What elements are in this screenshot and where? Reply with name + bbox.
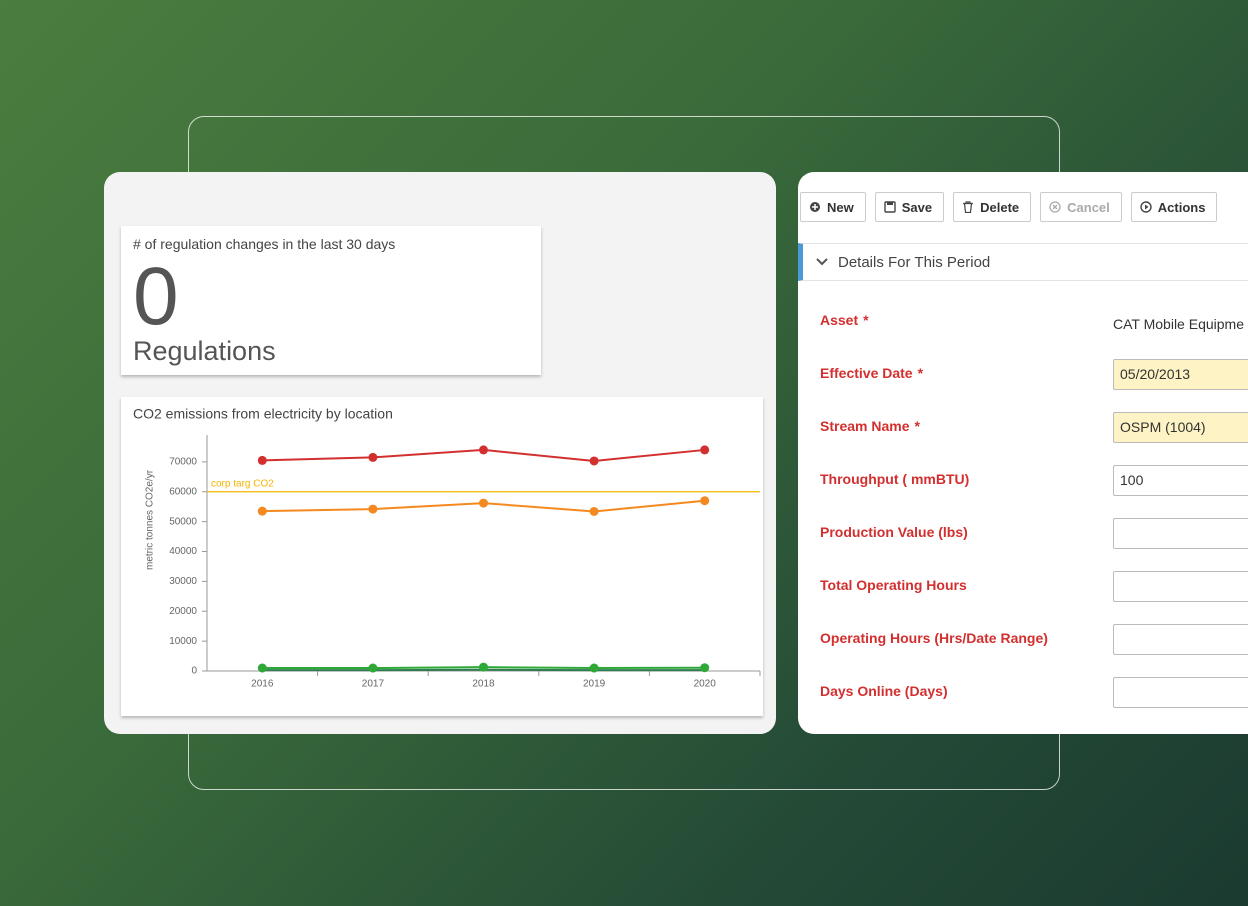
y-tick-label: 30000 (169, 576, 197, 587)
field-label: Days Online (Days) (820, 683, 948, 699)
field-input[interactable]: 05/20/2013 (1113, 359, 1248, 390)
data-point (589, 506, 599, 516)
data-point (700, 445, 710, 455)
y-tick-label: 50000 (169, 516, 197, 527)
chart: CO2 emissions from electricity by locati… (133, 406, 761, 690)
x-tick-label: 2017 (362, 679, 385, 690)
data-point (700, 663, 710, 673)
field-label: Production Value (lbs) (820, 524, 968, 540)
data-point (479, 498, 488, 508)
data-point (589, 663, 599, 673)
y-tick-label: 70000 (169, 457, 197, 468)
regulation-widget: # of regulation changes in the last 30 d… (121, 226, 541, 375)
form-row: Asset * CAT Mobile Equipme (820, 312, 1248, 344)
button-label: Delete (980, 199, 1020, 215)
x-tick-label: 2016 (251, 679, 274, 690)
label-text: Production Value (lbs) (820, 524, 968, 540)
button-icon (1049, 201, 1061, 213)
label-text: Asset (820, 312, 859, 328)
data-point (257, 506, 267, 516)
form-row: Effective Date * 05/20/2013 (820, 359, 1248, 397)
required-marker: * (863, 312, 869, 328)
regulation-unit: Regulations (133, 336, 276, 366)
data-point (368, 452, 378, 462)
chart-widget: CO2 emissions from electricity by locati… (121, 397, 763, 716)
field-label: Effective Date * (820, 365, 923, 381)
chevron-icon (816, 258, 828, 266)
reference-label: corp targ CO2 (211, 478, 274, 489)
field-value: CAT Mobile Equipme (1113, 316, 1244, 332)
data-point (368, 663, 378, 673)
field-input[interactable]: 100 (1113, 465, 1248, 496)
data-point (700, 496, 710, 506)
label-text: Effective Date (820, 365, 913, 381)
form-row: Days Online (Days) (820, 677, 1248, 715)
label-text: Operating Hours (Hrs/Date Range) (820, 630, 1048, 646)
x-tick-label: 2019 (583, 679, 606, 690)
field-input[interactable] (1113, 624, 1248, 655)
data-point (479, 662, 488, 672)
chart-title: CO2 emissions from electricity by locati… (133, 406, 393, 422)
button-label: New (827, 199, 854, 215)
x-tick-label: 2020 (694, 679, 717, 690)
y-tick-label: 40000 (169, 546, 197, 557)
field-input[interactable] (1113, 677, 1248, 708)
form-row: Stream Name * OSPM (1004) (820, 412, 1248, 450)
data-point (257, 455, 267, 465)
y-tick-label: 0 (191, 666, 197, 677)
data-point (589, 456, 599, 466)
button-icon (810, 202, 820, 212)
toolbar-button[interactable]: Save (874, 192, 945, 222)
button-label: Cancel (1067, 199, 1110, 215)
form-row: Operating Hours (Hrs/Date Range) (820, 624, 1248, 662)
toolbar-button: Cancel (1040, 192, 1122, 222)
x-tick-label: 2018 (472, 679, 495, 690)
field-label: Total Operating Hours (820, 577, 967, 593)
field-input[interactable] (1113, 518, 1248, 549)
input-value: 100 (1120, 472, 1144, 488)
input-value: 05/20/2013 (1120, 366, 1191, 382)
required-marker: * (917, 365, 924, 381)
input-value: OSPM (1004) (1120, 419, 1206, 435)
section-header[interactable]: Details For This Period (798, 243, 1248, 281)
data-point (257, 663, 267, 673)
field-input[interactable] (1113, 571, 1248, 602)
field-input[interactable]: OSPM (1004) (1113, 412, 1248, 443)
y-tick-label: 10000 (169, 636, 197, 647)
dashboard-card: # of regulation changes in the last 30 d… (104, 172, 776, 734)
y-tick-label: 20000 (169, 606, 197, 617)
y-axis-label: metric tonnes CO2e/yr (145, 469, 156, 570)
button-icon (884, 201, 896, 213)
button-icon (963, 201, 974, 213)
regulation-count: 0 (133, 251, 179, 342)
section-title: Details For This Period (838, 253, 991, 271)
widget-title: # of regulation changes in the last 30 d… (133, 236, 396, 252)
label-text: Total Operating Hours (820, 577, 967, 593)
data-point (368, 504, 378, 514)
toolbar-button[interactable]: New (800, 192, 866, 222)
required-marker: * (914, 418, 920, 434)
button-label: Save (901, 199, 933, 215)
form-row: Total Operating Hours (820, 571, 1248, 609)
button-icon (1140, 201, 1152, 213)
field-label: Throughput ( mmBTU) (820, 471, 969, 487)
button-label: Actions (1157, 199, 1206, 215)
form-card: New Save Delete Cancel Actions Details For T… (798, 172, 1248, 734)
form-row: Throughput ( mmBTU) 100 (820, 465, 1248, 503)
field-label: Operating Hours (Hrs/Date Range) (820, 630, 1048, 646)
toolbar: New Save Delete Cancel Actions (800, 192, 1218, 222)
label-text: Stream Name (820, 418, 910, 434)
label-text: Days Online (Days) (820, 683, 948, 699)
y-tick-label: 60000 (169, 486, 197, 497)
toolbar-button[interactable]: Actions (1130, 192, 1218, 222)
data-point (479, 445, 488, 455)
toolbar-button[interactable]: Delete (953, 192, 1032, 222)
form-row: Production Value (lbs) (820, 518, 1248, 556)
field-label: Asset * (820, 312, 869, 328)
label-text: Throughput ( mmBTU) (820, 471, 970, 487)
field-label: Stream Name * (820, 418, 920, 434)
